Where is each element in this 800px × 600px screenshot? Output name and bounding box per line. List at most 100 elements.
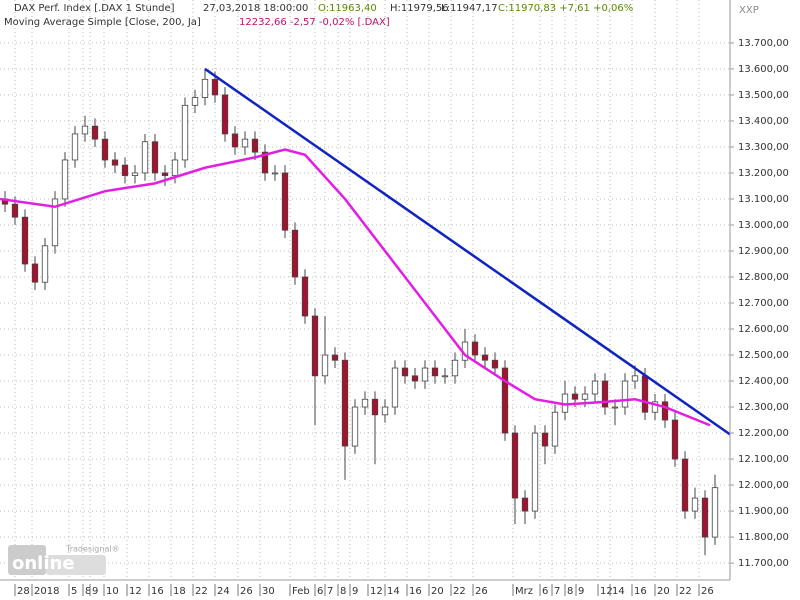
candle-body [381, 406, 389, 416]
candle-body [541, 432, 549, 447]
candle-body [691, 497, 699, 512]
candle-body [451, 359, 459, 377]
y-tick-label: 13.300,00 [738, 142, 789, 153]
x-tick-label: 26 [701, 586, 714, 597]
x-tick-label: 26 [475, 586, 488, 597]
x-tick-label: 16 [409, 586, 422, 597]
x-tick-label: 22 [453, 586, 466, 597]
candle-body [211, 78, 219, 96]
instrument: DAX Perf. Index [.DAX 1 Stunde] [14, 3, 175, 14]
x-tick-label: 30 [262, 586, 275, 597]
candle-body [181, 104, 189, 161]
candle-body [111, 159, 119, 166]
candle-body [141, 141, 149, 174]
candle-body [521, 497, 529, 512]
y-tick-label: 13.000,00 [738, 220, 789, 231]
x-tick-label: 22 [679, 586, 692, 597]
candle-body [371, 398, 379, 416]
y-tick-label: 12.600,00 [738, 324, 789, 335]
x-tick-label: 7 [554, 586, 560, 597]
moving-average [0, 148, 711, 427]
candle-body [551, 411, 559, 447]
candle-body [331, 354, 339, 361]
candle-body [171, 159, 179, 176]
candle-body [661, 401, 669, 421]
close-value: C:11970,83 +7,61 +0,06% [498, 3, 633, 14]
x-tick-label: 12 [370, 586, 383, 597]
candle-body [11, 203, 19, 218]
candle-body [261, 151, 269, 174]
candle-body [271, 172, 279, 175]
x-tick-label: 12 [600, 586, 613, 597]
logo: online Tradesignal® [8, 545, 120, 575]
candle-body [71, 133, 79, 161]
x-tick-label: 6 [317, 586, 323, 597]
open-value: O:11963,40 [318, 3, 377, 14]
candle-body [51, 198, 59, 247]
candle-body [401, 367, 409, 377]
y-tick-label: 12.300,00 [738, 402, 789, 413]
x-tick-label: 2018 [34, 586, 59, 597]
y-tick-label: 13.400,00 [738, 116, 789, 127]
candle-body [671, 419, 679, 460]
candle-body [201, 78, 209, 98]
y-tick-label: 13.100,00 [738, 194, 789, 205]
y-tick-label: 11.900,00 [738, 506, 789, 517]
y-tick-label: 13.500,00 [738, 90, 789, 101]
x-tick-label: 20 [657, 586, 670, 597]
y-tick-label: 12.400,00 [738, 376, 789, 387]
candle-body [161, 172, 169, 176]
x-tick-label: Feb [292, 586, 310, 597]
candle-body [531, 432, 539, 512]
candle-body [121, 164, 129, 176]
x-tick-label: 14 [612, 586, 625, 597]
candle-body [41, 245, 49, 283]
candle-body [391, 367, 399, 408]
candle-body [361, 398, 369, 408]
candle-body [611, 406, 619, 409]
candle-body [131, 172, 139, 176]
x-tick-label: 8 [340, 586, 346, 597]
candle-body [291, 229, 299, 278]
y-tick-label: 12.700,00 [738, 298, 789, 309]
candle-body [641, 375, 649, 413]
candle-body [321, 354, 329, 377]
x-tick-label: 5 [71, 586, 77, 597]
x-tick-label: 24 [217, 586, 230, 597]
candle-body [301, 276, 309, 317]
candle-body [191, 97, 199, 106]
candle-body [681, 458, 689, 512]
x-tick-label: 8 [85, 586, 91, 597]
x-tick-label: 16 [634, 586, 647, 597]
high-value: H:11979,56 [390, 3, 449, 14]
x-tick-label: 14 [387, 586, 400, 597]
x-tick-label: Mrz [515, 586, 533, 597]
candle-body [511, 432, 519, 499]
indicator-value: 12232,66 -2,57 -0,02% [.DAX] [239, 17, 390, 28]
candle-body [601, 380, 609, 408]
x-tick-label: 12 [129, 586, 142, 597]
candle-body [631, 375, 639, 382]
y-tick-label: 12.000,00 [738, 480, 789, 491]
candle-body [231, 133, 239, 148]
candle-body [491, 359, 499, 369]
x-tick-label: 9 [352, 586, 358, 597]
candle-body [351, 406, 359, 447]
x-tick-label: 22 [195, 586, 208, 597]
candle-body [61, 159, 69, 200]
x-tick-label: 28 [17, 586, 30, 597]
indicator: Moving Average Simple [Close, 200, Ja] [4, 17, 201, 28]
x-tick-label: 18 [173, 586, 186, 597]
x-tick-label: 16 [151, 586, 164, 597]
y-tick-label: 12.900,00 [738, 246, 789, 257]
candle-body [591, 380, 599, 395]
y-tick-label: 12.200,00 [738, 428, 789, 439]
y-tick-label: 11.800,00 [738, 532, 789, 543]
candle-body [281, 172, 289, 231]
candle-body [441, 375, 449, 378]
y-tick-label: 13.200,00 [738, 168, 789, 179]
candle-body [101, 138, 109, 161]
candle-body [81, 125, 89, 135]
candle-body [621, 380, 629, 408]
